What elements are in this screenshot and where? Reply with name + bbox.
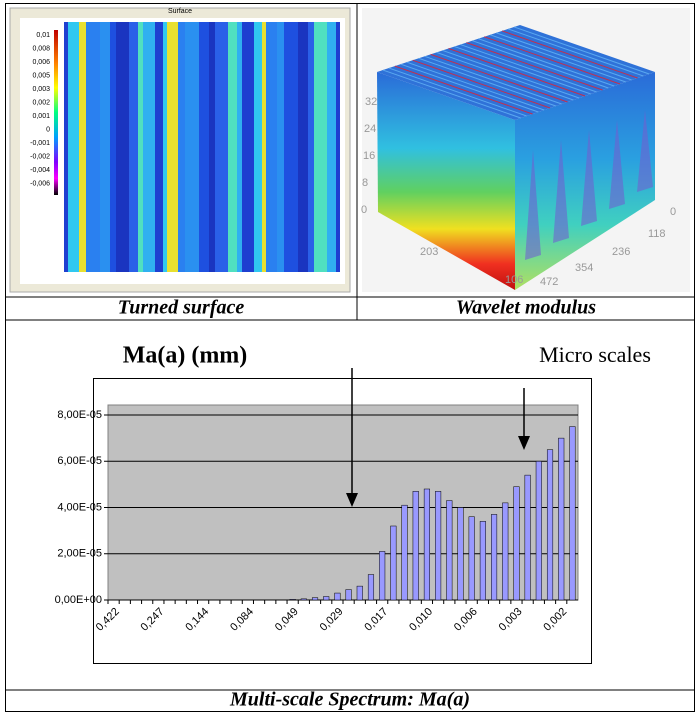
bar bbox=[323, 597, 329, 600]
caption: Turned surface bbox=[118, 297, 245, 319]
colorbar-label: -0,002 bbox=[30, 153, 50, 160]
cube-axis-label: 354 bbox=[575, 262, 593, 274]
colorbar-label: 0,001 bbox=[32, 113, 50, 120]
surface-stripe bbox=[199, 22, 209, 272]
surface-stripe bbox=[254, 22, 262, 272]
figure: Surface 0,01 0,008 0,006 0,005 0,003 0,002 0,0… bbox=[0, 0, 700, 715]
cube-axis-label: 32 bbox=[365, 96, 377, 108]
colorbar-label: -0,004 bbox=[30, 167, 50, 174]
bar bbox=[469, 517, 475, 600]
y-tick-label: 8,00E-05 bbox=[57, 409, 102, 421]
surface-stripe bbox=[86, 22, 100, 272]
surface-stripe bbox=[100, 22, 110, 272]
surface-stripe bbox=[284, 22, 298, 272]
cube-axis-label: 106 bbox=[505, 274, 523, 286]
bar bbox=[368, 575, 374, 600]
bar bbox=[424, 489, 430, 600]
colorbar-label: -0,006 bbox=[30, 180, 50, 187]
surface-stripe bbox=[215, 22, 228, 272]
surface-stripe bbox=[163, 22, 167, 272]
bar bbox=[312, 598, 318, 600]
bar bbox=[547, 450, 553, 600]
bar bbox=[480, 521, 486, 600]
caption: Wavelet modulus bbox=[456, 297, 596, 319]
bar bbox=[514, 487, 520, 600]
bar bbox=[525, 475, 531, 600]
surface-stripe bbox=[336, 22, 340, 272]
colorbar bbox=[54, 30, 58, 195]
surface-stripe bbox=[178, 22, 185, 272]
colorbar-label: 0,002 bbox=[32, 99, 50, 106]
bar bbox=[391, 526, 397, 600]
bar bbox=[346, 590, 352, 600]
chart-title: Ma(a) (mm) bbox=[123, 343, 248, 369]
y-tick-label: 0,00E+00 bbox=[55, 594, 102, 606]
bar bbox=[447, 501, 453, 600]
bar bbox=[413, 491, 419, 600]
surface-stripe bbox=[129, 22, 138, 272]
colorbar-label: 0,006 bbox=[32, 59, 50, 66]
surface-stripe bbox=[242, 22, 254, 272]
surface-stripe bbox=[228, 22, 237, 272]
surface-stripe bbox=[167, 22, 178, 272]
bar bbox=[301, 599, 307, 600]
bar bbox=[502, 503, 508, 600]
bar bbox=[491, 514, 497, 600]
surface-stripe bbox=[314, 22, 327, 272]
colorbar-label: 0,005 bbox=[32, 72, 50, 79]
bar bbox=[458, 508, 464, 601]
surface-stripe bbox=[327, 22, 336, 272]
surface-stripe bbox=[298, 22, 308, 272]
surface-stripe bbox=[143, 22, 155, 272]
cube-axis-label: 0 bbox=[361, 204, 367, 216]
surface-stripe bbox=[68, 22, 79, 272]
bar bbox=[402, 505, 408, 600]
bar bbox=[435, 491, 441, 600]
bar bbox=[558, 438, 564, 600]
cube-axis-label: 16 bbox=[363, 150, 375, 162]
bar bbox=[379, 551, 385, 600]
bar bbox=[570, 427, 576, 600]
cube-axis-label: 0 bbox=[670, 206, 676, 218]
cube-axis-label: 472 bbox=[540, 276, 558, 288]
surface-stripe bbox=[185, 22, 199, 272]
surface-stripe bbox=[64, 22, 68, 272]
bar bbox=[335, 593, 341, 600]
cube-axis-label: 118 bbox=[648, 228, 666, 240]
surface-stripe bbox=[138, 22, 143, 272]
cube-axis-label: 203 bbox=[420, 246, 438, 258]
caption: Multi-scale Spectrum: Ma(a) bbox=[229, 689, 470, 711]
colorbar-label: 0,003 bbox=[32, 86, 50, 93]
bar bbox=[536, 461, 542, 600]
bar bbox=[357, 586, 363, 600]
surface-stripe bbox=[277, 22, 284, 272]
surface-plot bbox=[64, 22, 340, 272]
y-tick-label: 4,00E-05 bbox=[57, 501, 102, 513]
surface-stripe bbox=[308, 22, 314, 272]
y-tick-label: 6,00E-05 bbox=[57, 455, 102, 467]
surface-stripe bbox=[116, 22, 129, 272]
annotation: Micro scales bbox=[539, 342, 651, 367]
surface-stripe bbox=[209, 22, 215, 272]
bar bbox=[290, 599, 296, 600]
colorbar-label: -0,001 bbox=[30, 140, 50, 147]
surface-title: Surface bbox=[168, 8, 192, 15]
cube-axis-label: 8 bbox=[362, 177, 368, 189]
surface-stripe bbox=[266, 22, 277, 272]
colorbar-label: 0,01 bbox=[36, 32, 50, 39]
cube-axis-label: 24 bbox=[364, 123, 376, 135]
surface-stripe bbox=[110, 22, 116, 272]
surface-stripe bbox=[262, 22, 266, 272]
cube-axis-label: 236 bbox=[612, 246, 630, 258]
colorbar-label: 0,008 bbox=[32, 45, 50, 52]
surface-stripe bbox=[237, 22, 242, 272]
surface-stripe bbox=[155, 22, 163, 272]
y-tick-label: 2,00E-05 bbox=[57, 548, 102, 560]
surface-stripe bbox=[79, 22, 86, 272]
colorbar-label: 0 bbox=[46, 126, 50, 133]
